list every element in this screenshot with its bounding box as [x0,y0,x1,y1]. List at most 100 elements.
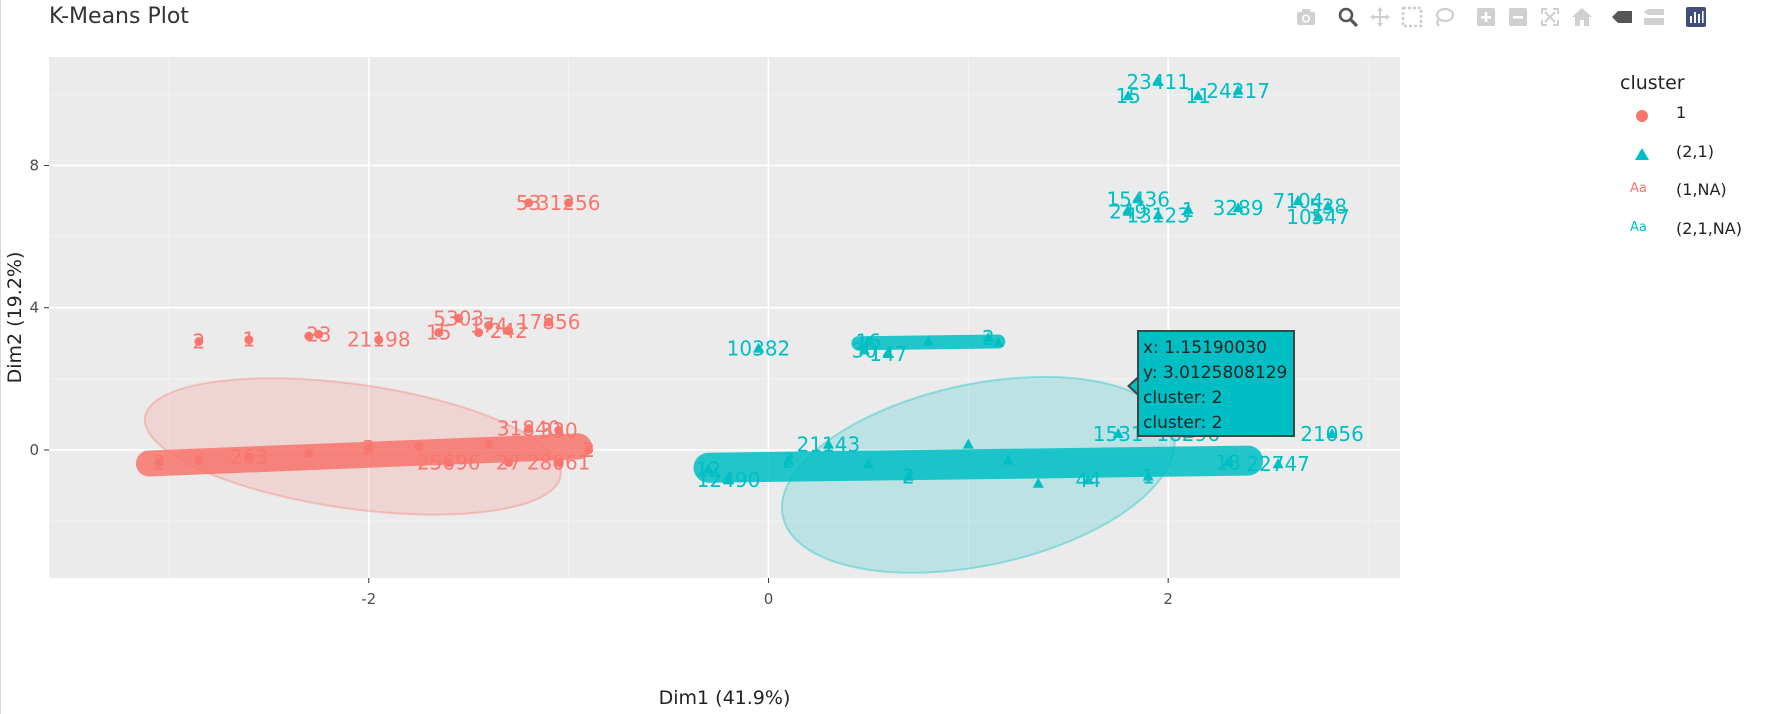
data-label: 10547 [1286,205,1350,229]
data-point [722,474,734,485]
text-marker-icon: Aa [1630,181,1647,196]
data-point [244,335,254,345]
data-label: 15 [426,321,451,345]
y-tick-label: 4 [29,299,39,317]
legend-item-cluster-2-1[interactable]: (2,1) [1610,139,1760,169]
data-point [194,456,204,466]
y-tick-label: 0 [29,441,39,459]
data-label: 11 [1185,84,1210,108]
data-label: 1 [1182,198,1195,222]
data-label: 23411 [1126,70,1190,94]
data-label: 31840 [497,417,561,441]
data-point [484,440,494,450]
data-point [962,438,974,449]
data-point [752,342,764,353]
data-label: 263 [230,445,268,469]
data-label: 2 [982,326,995,350]
data-label: 242 [490,319,528,343]
data-label: 1 [1142,465,1155,489]
legend-label: (1,NA) [1676,180,1727,199]
data-label: 15 [1115,84,1140,108]
tooltip-y: y: 3.0125808129 [1143,363,1288,383]
data-label: 249 [1109,200,1147,224]
data-label: 30 [852,338,877,362]
legend-label: 1 [1676,103,1687,122]
data-point [1272,458,1284,469]
data-point [1122,205,1134,216]
data-label: 1531 [1093,422,1144,446]
data-label: 2 [362,436,375,460]
data-point [504,457,514,467]
tooltip-cluster-1: cluster: 2 [1143,388,1223,408]
data-point [304,449,314,459]
zoom-icon[interactable] [1337,6,1361,30]
legend-item-cluster-1[interactable]: 1 [1610,100,1760,130]
data-point [922,335,934,346]
x-tick-label: 2 [1163,590,1173,608]
compare-hover-icon[interactable] [1643,6,1667,30]
data-point [434,328,444,338]
data-point [474,328,484,338]
data-point [703,463,715,474]
circle-marker-icon [1636,110,1648,122]
data-label: 330 [540,418,578,442]
y-axis-title: Dim2 (19.2%) [4,252,26,384]
data-point [1182,203,1194,214]
plotly-logo-icon[interactable] [1685,6,1709,30]
legend-label: (2,1,NA) [1676,219,1742,238]
data-label: 10382 [727,337,791,361]
data-point [554,425,564,435]
data-label: 44 [1076,468,1101,492]
data-point [444,457,454,467]
data-label: 18 [1215,450,1240,474]
data-point [544,317,554,327]
data-point [862,458,874,469]
data-point [982,331,994,342]
data-point [584,445,594,455]
legend: cluster 1 (2,1) Aa (1,NA) Aa (2,1,NA) [1610,72,1760,238]
data-point [504,326,514,336]
autoscale-icon[interactable] [1539,6,1563,30]
data-point [822,438,834,449]
data-point [1312,211,1324,222]
data-label: 3289 [1213,196,1264,220]
data-label: 15436 [1106,187,1170,211]
data-point [374,335,384,345]
data-label: 31256 [537,191,601,215]
data-point [1002,454,1014,465]
lasso-select-icon[interactable] [1433,6,1457,30]
hover-tooltip: x: 1.15190030 y: 3.0125808129 cluster: 2… [1137,330,1295,437]
data-label: 21143 [797,433,861,457]
legend-label: (2,1) [1676,142,1714,161]
data-point [1132,193,1144,204]
data-point [244,452,254,462]
data-point [1122,90,1134,101]
legend-item-cluster-1-na[interactable]: Aa (1,NA) [1610,177,1760,207]
data-point [1232,84,1244,95]
data-label: 23 [306,322,331,346]
data-point [992,336,1004,347]
triangle-marker-icon [1635,148,1649,160]
tooltip-pointer-fill [1130,378,1139,394]
data-point [1192,90,1204,101]
legend-item-cluster-2-1-na[interactable]: Aa (2,1,NA) [1610,216,1760,246]
pan-icon[interactable] [1369,6,1393,30]
data-label: 13123 [1126,203,1190,227]
data-label: 2 [782,449,795,473]
data-point [194,337,204,347]
data-point [554,457,564,467]
data-point [314,329,324,339]
spike-lines-icon[interactable] [1611,6,1635,30]
box-select-icon[interactable] [1401,6,1425,30]
data-label: 21056 [1300,422,1364,446]
data-point [1142,470,1154,481]
zoom-out-icon[interactable] [1507,6,1531,30]
data-point [1222,456,1234,467]
reset-axes-icon[interactable] [1571,6,1595,30]
zoom-in-icon[interactable] [1475,6,1499,30]
data-label: 28061 [527,450,591,474]
data-point [304,331,314,341]
camera-icon[interactable] [1295,6,1319,30]
data-point [1152,209,1164,220]
